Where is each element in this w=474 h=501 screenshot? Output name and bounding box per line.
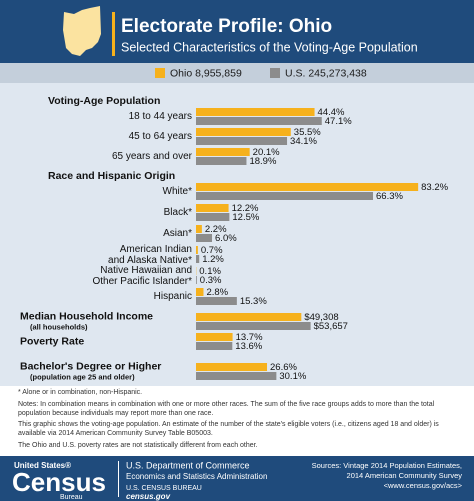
bar [196,117,322,125]
value-label: 2.2% [205,224,227,235]
bar [196,234,213,242]
category-label: White* [163,186,193,197]
title: Electorate Profile: Ohio [121,16,332,37]
notes-bg [0,386,474,456]
bar [196,313,302,321]
panel-title: Race and Hispanic Origin [48,170,175,182]
bar [196,297,237,305]
category-label: Black* [164,207,192,218]
category-label: 45 to 64 years [129,131,192,142]
value-label: 0.3% [200,275,222,286]
logo-bottom: Bureau [60,494,83,501]
bar [196,276,197,284]
legend-label: Ohio 8,955,859 [170,67,242,79]
bar [196,128,291,136]
agency-line: U.S. CENSUS BUREAU [126,485,202,492]
agency-line: U.S. Department of Commerce [126,460,250,470]
value-label: 13.6% [235,341,262,352]
panel-subtitle: (all households) [30,322,88,331]
bar [196,192,374,200]
bar [196,333,233,341]
bar [196,157,247,165]
value-label: 12.5% [232,212,259,223]
source-line: Sources: Vintage 2014 Population Estimat… [312,461,462,470]
value-label: $53,657 [314,321,348,332]
value-label: 2.8% [206,287,228,298]
note: The Ohio and U.S. poverty rates are not … [18,441,258,449]
bar [196,288,204,296]
value-label: 66.3% [376,191,403,202]
legend-swatch [270,68,280,78]
category-label: 18 to 44 years [129,111,192,122]
panel-title: Bachelor's Degree or Higher [20,360,161,372]
category-label: American Indian and Alaska Native* [108,244,192,266]
legend-bg [0,63,474,83]
category-label: 65 years and over [112,151,193,162]
legend-label: U.S. 245,273,438 [285,67,367,79]
value-label: 47.1% [325,116,352,127]
value-label: 0.7% [201,245,223,256]
logo-main: Census [12,467,106,497]
value-label: 44.4% [318,107,345,118]
category-label: Hispanic [154,291,192,302]
value-label: $49,308 [304,312,338,323]
bar [196,322,311,330]
bar [196,204,229,212]
agency-link: census.gov [126,492,171,501]
bar [196,255,200,263]
note: * Alone or in combination, non-Hispanic. [18,389,143,396]
source-line: <www.census.gov/acs> [384,481,463,490]
value-label: 34.1% [290,136,317,147]
panel-title: Poverty Rate [20,335,84,347]
bar [196,183,419,191]
bar [196,372,277,380]
value-label: 35.5% [294,127,321,138]
logo-top: United States® [14,461,71,470]
bar [196,363,268,371]
value-label: 6.0% [215,233,237,244]
bar [196,148,250,156]
notes: * Alone or in combination, non-Hispanic.… [18,389,458,454]
accent-line [112,12,115,56]
footer-bg [0,456,474,501]
value-label: 20.1% [253,147,280,158]
value-label: 13.7% [236,332,263,343]
footer-divider [118,461,119,497]
category-label: Asian* [163,228,192,239]
bar [196,213,230,221]
value-label: 0.1% [199,266,221,277]
bar [196,342,233,350]
bar [196,108,315,116]
ohio-shape [63,6,101,56]
value-label: 83.2% [421,182,448,193]
panel-title: Median Household Income [20,310,153,322]
subtitle: Selected Characteristics of the Voting-A… [121,40,418,54]
value-label: 15.3% [240,296,267,307]
bar [196,137,288,145]
category-label: Native Hawaiian and Other Pacific Islande… [93,265,193,287]
bar [196,246,198,254]
value-label: 1.2% [202,254,224,265]
value-label: 26.6% [270,362,297,373]
value-label: 18.9% [249,156,276,167]
legend-swatch [155,68,165,78]
note: Notes: In combination means in combinati… [18,400,435,417]
source-line: 2014 American Community Survey [347,471,463,480]
panel-subtitle: (population age 25 and older) [30,372,135,381]
panel-title: Voting-Age Population [48,95,160,107]
value-label: 30.1% [279,371,306,382]
agency-line: Economics and Statistics Administration [126,472,267,481]
bar [196,225,202,233]
note: This graphic shows the voting-age popula… [18,421,439,437]
value-label: 12.2% [232,203,259,214]
